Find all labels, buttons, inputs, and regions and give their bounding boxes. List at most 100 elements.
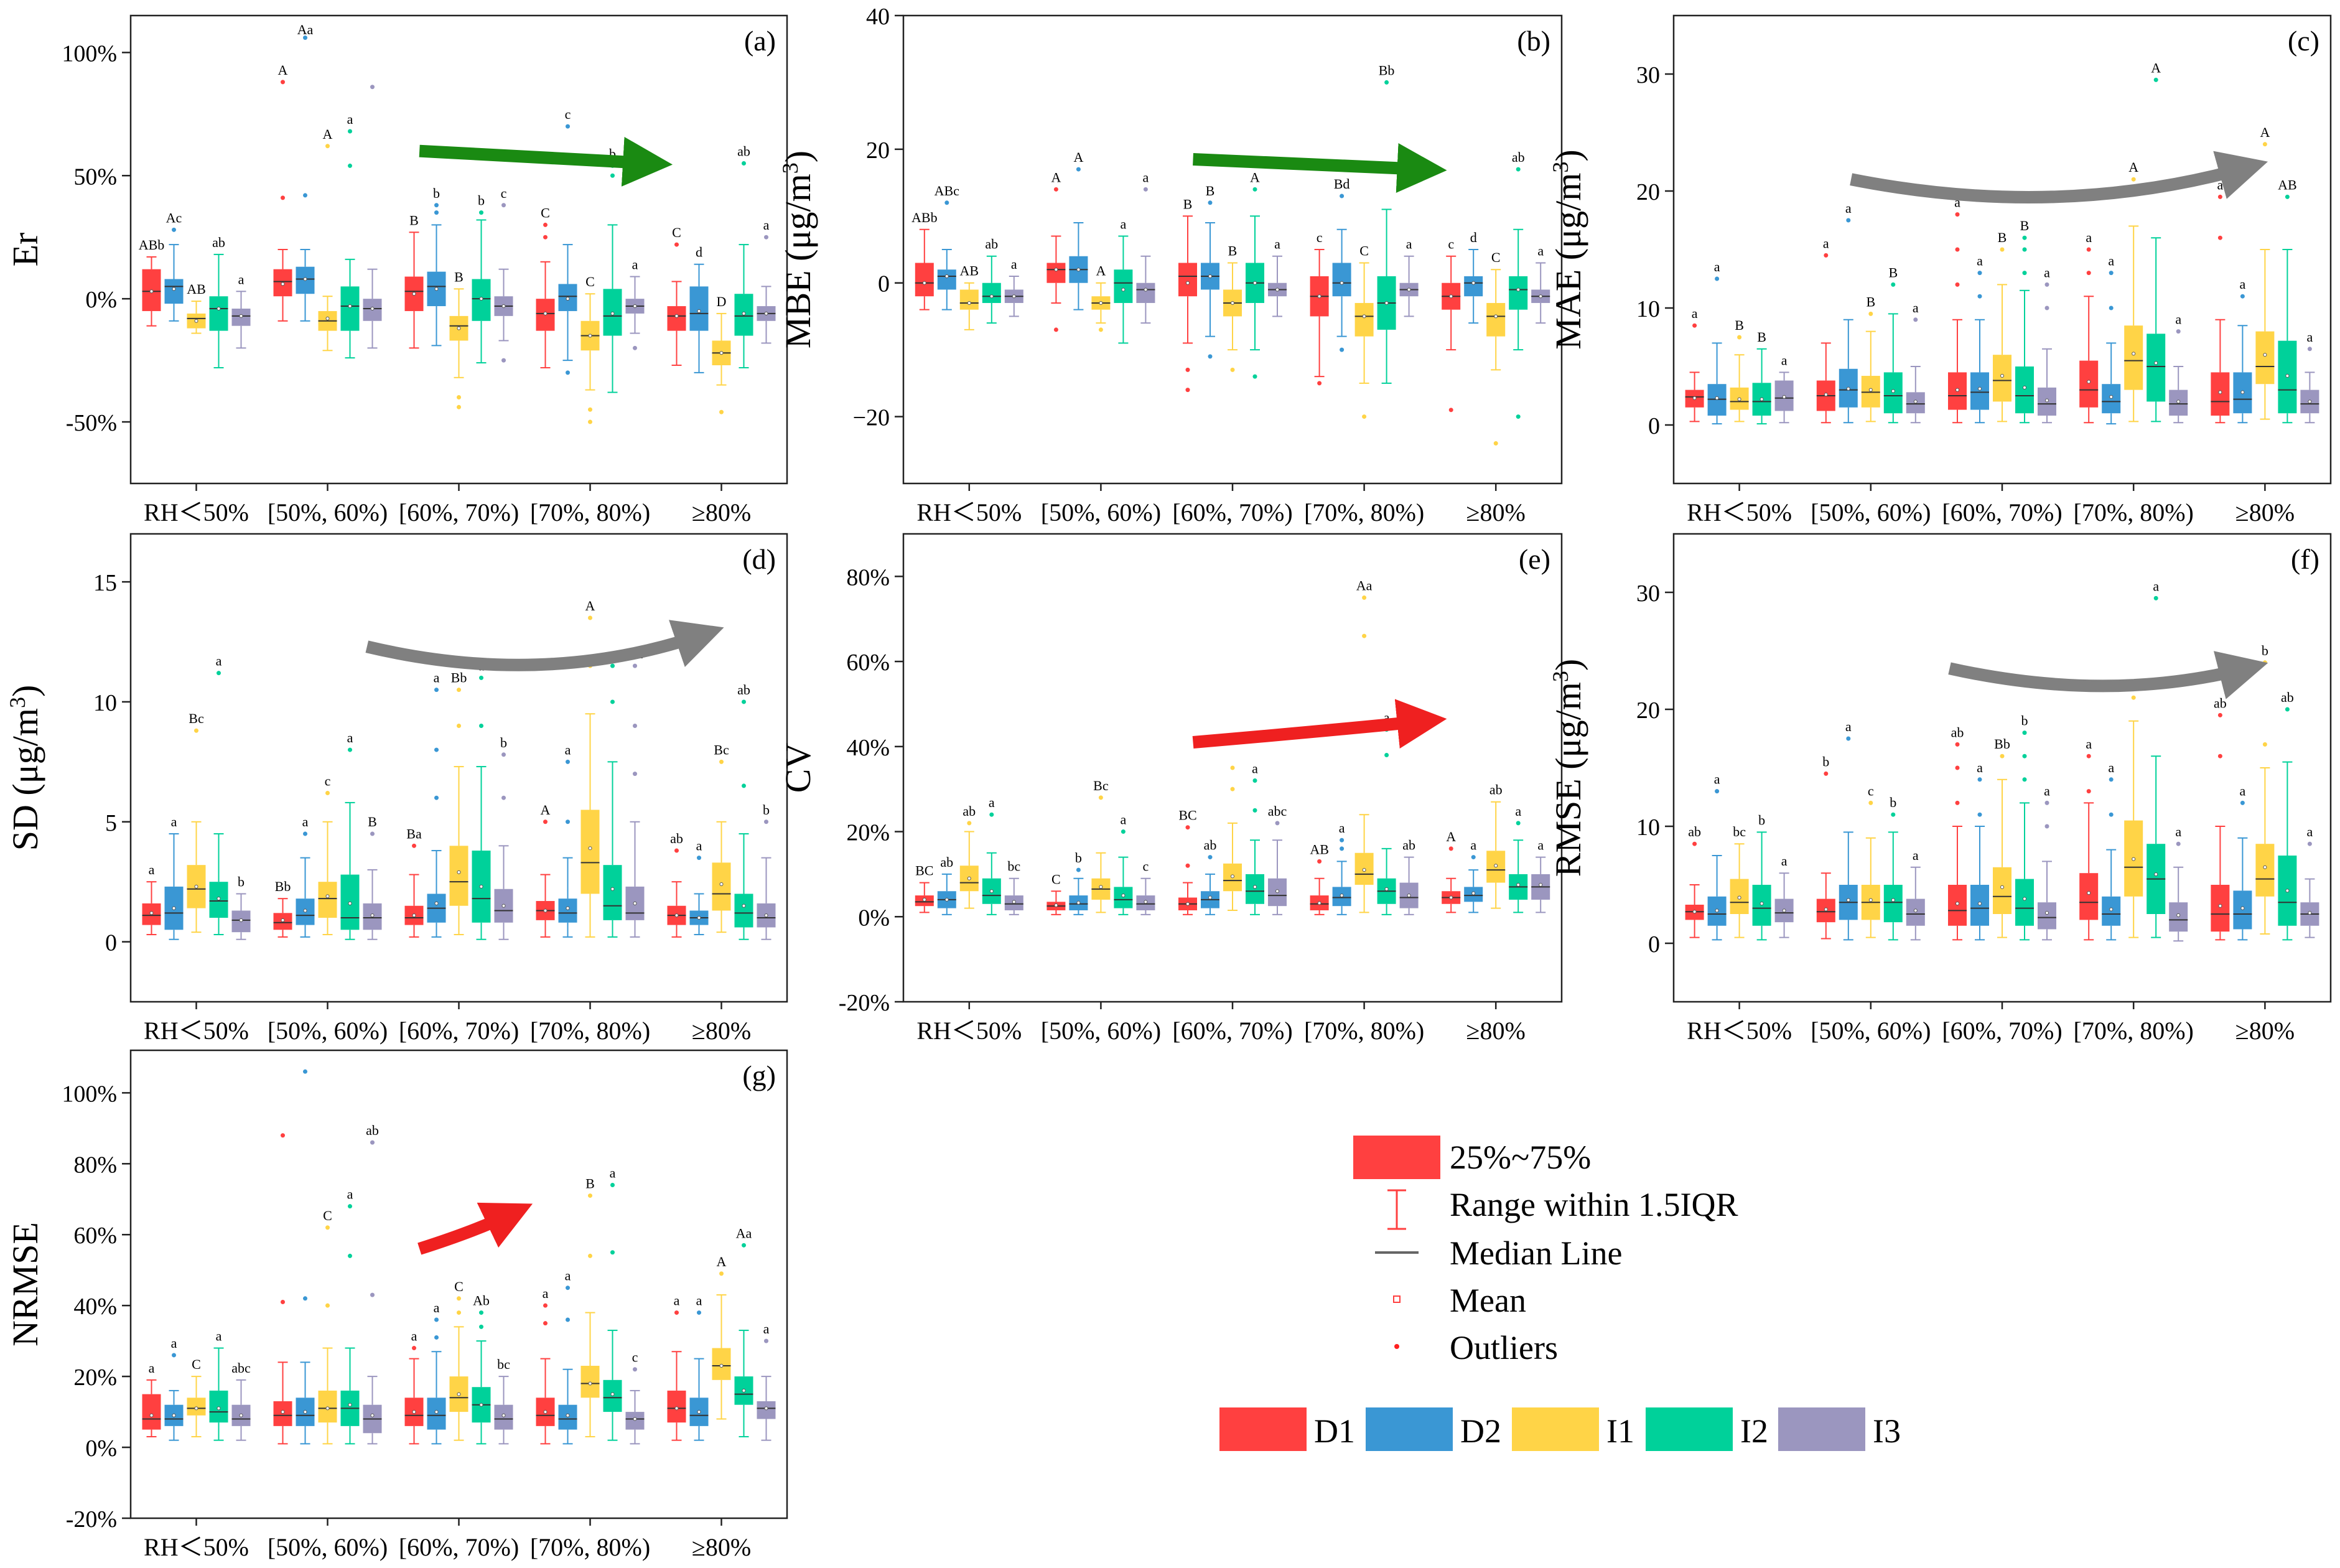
outlier-point [348,747,352,752]
significance-letter: c [1317,230,1323,245]
significance-letter: B [454,269,464,284]
mean-marker [1186,902,1190,906]
outlier-point [1252,778,1257,783]
mean-marker [633,304,637,309]
outlier-point [217,671,221,676]
box-d2: a [1839,200,1858,424]
significance-letter: a [434,670,440,686]
box-iqr [2124,325,2143,390]
significance-letter: AB [1310,841,1329,857]
mean-marker [1208,274,1212,278]
box-d2 [296,1069,315,1445]
significance-letter: A [278,62,288,78]
outlier-point [674,848,679,853]
significance-letter: a [1537,243,1544,258]
mean-marker [1891,389,1895,393]
y-axis-label: RMSE (μg/m3) [1548,659,1588,877]
box-i3: abc [231,1360,251,1441]
significance-letter: a [1470,838,1476,853]
outlier-point [674,1310,679,1315]
box-i1: Bb [1993,736,2011,938]
outlier-point [1230,367,1235,372]
outlier-point [2109,812,2114,817]
box-i3: a [2169,824,2188,942]
significance-letter: ab [2281,689,2294,705]
box-i3: a [1399,236,1419,317]
outlier-point [610,173,615,178]
box-d1: C [536,205,555,368]
outlier-point [2307,347,2312,352]
outlier-point [1692,323,1697,328]
legend-box-label: 25%~75% [1450,1139,1591,1176]
box-i3: c [494,185,513,363]
box-i2: a [1114,217,1133,344]
significance-letter: ab [737,682,750,698]
box-i2: b [603,146,622,393]
box-d1: A [536,802,555,938]
outlier-point [325,144,330,149]
y-axis-label-superscript: 3 [778,162,803,174]
mean-marker [370,1413,375,1417]
mean-marker [348,901,352,905]
significance-letter: Bb [451,670,467,686]
outlier-point [1955,765,1960,770]
significance-letter: A [1073,149,1083,165]
outlier-point [1208,855,1213,860]
y-axis-label-superscript: 3 [1548,162,1573,173]
mean-marker [1715,908,1719,913]
outlier-point [2262,742,2267,747]
outlier-point [1076,867,1081,872]
significance-letter: a [1913,300,1919,315]
box-i2: a [1246,761,1264,915]
mean-marker [2000,885,2004,889]
significance-letter: b [1890,795,1896,810]
significance-letter: a [302,814,309,829]
outlier-point [719,409,724,414]
box-d2: a [164,1335,184,1441]
significance-letter: ab [1489,782,1503,798]
panel-label: (d) [742,543,776,575]
significance-letter: b [1822,754,1829,769]
box-i2: ab [982,236,1001,324]
x-tick-label: [70%, 80%) [530,1533,650,1561]
mean-marker [1782,908,1786,913]
box-iqr [2255,331,2275,385]
mean-marker [1760,902,1764,906]
mean-marker [2218,903,2222,908]
panel-c: 0 10 20 30 RH＜50% [50%, 60%) [60%, 70%) [70%, 8… [1548,14,2332,526]
significance-letter: b [1758,812,1765,828]
outlier-point [1955,742,1960,747]
x-tick-label: RH＜50% [144,498,249,526]
y-tick-label: 15 [93,570,117,596]
category-group: b a c b a [1816,719,1925,941]
outlier-point [1384,80,1389,85]
mean-marker [1012,900,1016,904]
box-i1: Bc [712,742,731,933]
box-d2: Bd [1332,176,1351,352]
box-iqr [689,286,709,331]
significance-letter: ABc [935,183,960,198]
outlier-point [674,242,679,247]
mean-marker [1384,301,1389,305]
box-d2: A [1069,149,1088,310]
outlier-point [1275,821,1280,826]
significance-letter: C [1491,250,1501,265]
significance-letter: ab [366,1122,379,1138]
box-i2: a [472,658,491,940]
box-i3: Aa [625,646,645,938]
box-i3: b [494,735,513,940]
significance-letter: a [674,1293,680,1309]
box-iqr [2079,360,2099,408]
box-i3: bc [494,1356,513,1445]
outlier-point [434,210,439,215]
y-tick-label: 0 [1648,413,1660,439]
mean-marker [1362,314,1366,319]
outlier-point [303,1296,307,1301]
box-i1: A [318,126,337,352]
box-i2: b [472,193,491,364]
outlier-point [1977,777,1982,782]
mean-marker [1384,887,1389,891]
mean-marker [149,1413,154,1417]
mean-marker [281,282,285,286]
